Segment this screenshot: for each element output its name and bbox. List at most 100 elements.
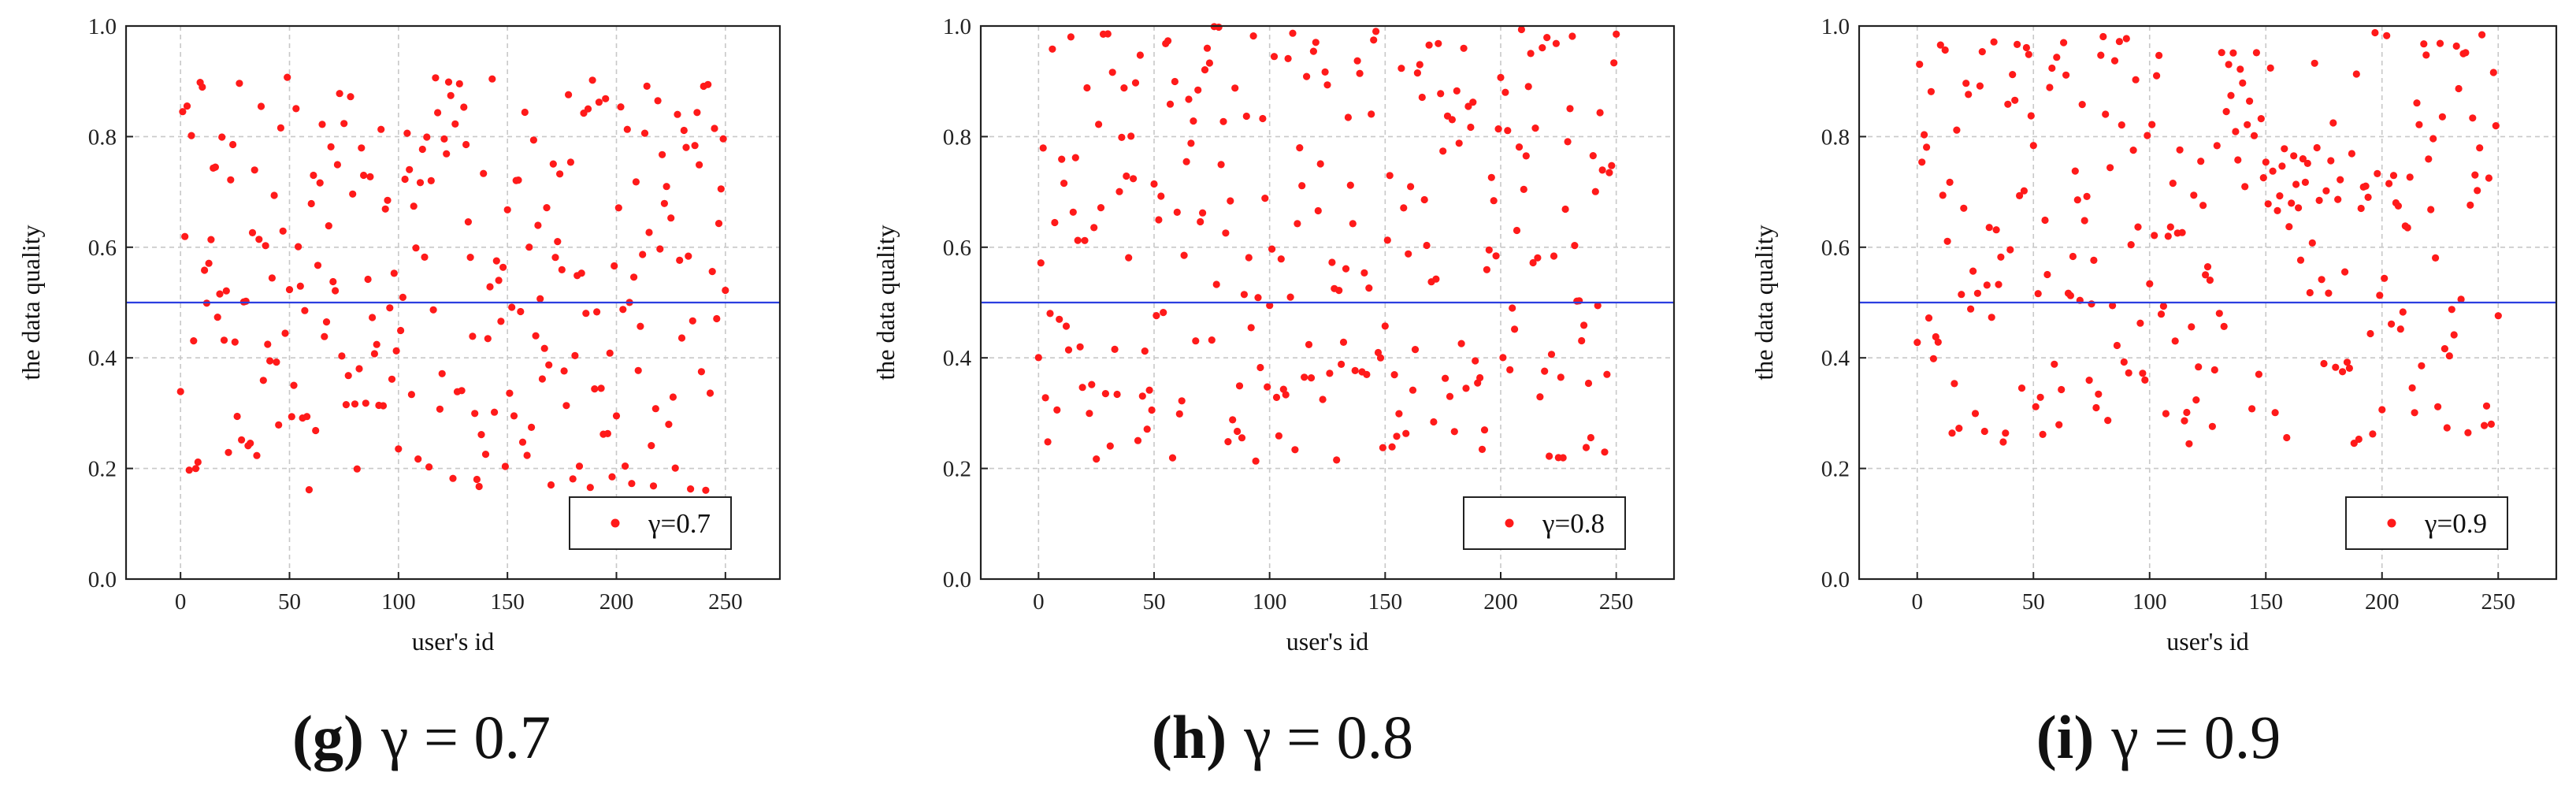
data-point (1534, 254, 1542, 262)
data-point (1120, 84, 1128, 92)
data-point (708, 268, 716, 276)
data-point (349, 190, 357, 198)
data-point (369, 314, 377, 321)
data-point (2276, 192, 2284, 200)
data-point (2029, 142, 2037, 150)
data-point (2464, 429, 2472, 436)
data-point (1155, 216, 1163, 224)
data-point (2039, 430, 2047, 439)
data-point (1353, 57, 1361, 65)
data-point (1060, 180, 1068, 188)
data-point (1955, 425, 1963, 433)
data-point (1943, 237, 1951, 245)
data-point (2322, 187, 2330, 195)
data-point (242, 297, 250, 305)
data-point (1504, 127, 1512, 135)
data-point (1058, 155, 1066, 163)
data-point (2388, 320, 2396, 328)
data-point (518, 438, 527, 446)
data-point (322, 318, 331, 326)
data-point (2438, 113, 2446, 121)
data-point (2113, 341, 2121, 350)
data-point (1379, 444, 1386, 451)
data-point (1365, 284, 1373, 292)
data-point (314, 262, 322, 269)
data-point (643, 82, 651, 90)
data-point (2002, 429, 2010, 437)
data-point (543, 204, 551, 212)
data-point (2053, 54, 2061, 61)
data-point (2110, 57, 2119, 65)
legend-box (1463, 496, 1626, 550)
data-point (290, 381, 298, 389)
data-point (1187, 139, 1195, 147)
data-point (2494, 312, 2502, 320)
legend-box (569, 496, 732, 550)
data-point (2185, 440, 2193, 447)
data-point (1227, 197, 1234, 205)
data-point (1552, 39, 1560, 47)
data-point (329, 277, 337, 286)
data-point (2118, 121, 2125, 129)
data-point (2315, 196, 2323, 204)
data-point (2311, 59, 2318, 67)
data-point (2139, 370, 2147, 377)
data-point (2299, 155, 2307, 163)
data-point (199, 83, 206, 91)
data-point (2088, 300, 2095, 308)
legend-marker (2387, 518, 2396, 528)
data-point (1143, 425, 1151, 433)
data-point (268, 274, 276, 282)
data-point (1423, 241, 1431, 250)
data-point (285, 286, 294, 294)
data-point (2418, 362, 2426, 370)
data-point (2306, 288, 2314, 297)
data-point (1305, 340, 1313, 348)
data-point (2252, 49, 2260, 57)
data-point (390, 269, 398, 277)
data-point (2027, 112, 2035, 120)
data-point (384, 196, 392, 204)
data-point (2085, 377, 2093, 384)
data-point (1927, 87, 1935, 95)
data-point (462, 140, 470, 149)
data-point (2255, 370, 2262, 378)
data-point (1242, 112, 1250, 121)
data-point (1134, 436, 1142, 444)
scatter-series (1034, 23, 1620, 465)
data-point (466, 254, 474, 262)
data-point (427, 176, 435, 184)
legend-marker (611, 518, 620, 528)
data-point (434, 109, 442, 117)
data-point (1462, 384, 1470, 392)
data-point (1150, 180, 1158, 188)
data-point (1044, 438, 1052, 446)
x-tick-label: 50 (278, 589, 301, 615)
data-point (1527, 50, 1535, 58)
data-point (2492, 122, 2500, 130)
data-point (1529, 258, 1537, 267)
data-point (2445, 352, 2453, 360)
legend-label: γ=0.9 (2424, 508, 2487, 539)
data-point (1564, 138, 1572, 146)
data-point (2129, 147, 2137, 154)
data-point (1973, 289, 1981, 297)
data-point (2296, 256, 2305, 264)
data-point (1231, 84, 1239, 92)
data-point (1587, 433, 1594, 442)
data-point (2058, 385, 2066, 394)
data-point (2266, 64, 2274, 72)
data-point (1270, 53, 1279, 61)
data-point (1539, 44, 1546, 52)
data-point (1062, 322, 1071, 330)
data-point (1589, 152, 1597, 160)
data-point (1402, 429, 1410, 437)
data-point (2227, 91, 2235, 99)
x-tick-label: 250 (2481, 589, 2516, 615)
data-point (2341, 268, 2349, 276)
data-point (2481, 421, 2489, 429)
data-point (1067, 33, 1075, 41)
data-point (2366, 329, 2374, 338)
data-point (608, 473, 616, 481)
data-point (2343, 358, 2351, 366)
